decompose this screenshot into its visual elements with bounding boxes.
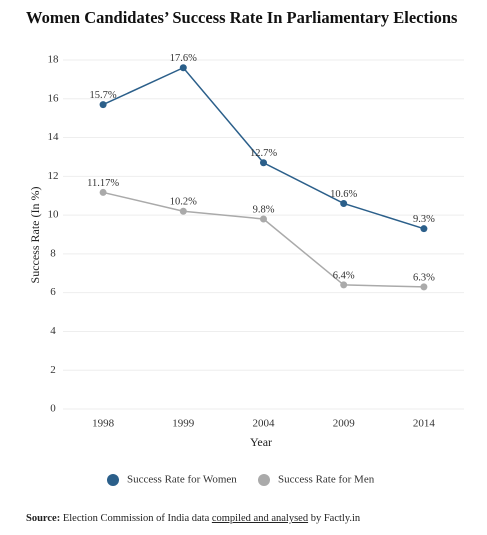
y-tick-label: 8: [50, 247, 56, 259]
data-point: [179, 64, 187, 72]
data-point: [340, 281, 348, 289]
source-link[interactable]: compiled and analysed: [211, 513, 309, 524]
x-tick-label: 1999: [172, 418, 195, 430]
data-point: [340, 199, 348, 207]
data-label: 9.3%: [413, 214, 435, 225]
y-tick-label: 6: [50, 286, 56, 298]
source: Source: Election Commission of India dat…: [26, 513, 360, 524]
data-label: 17.6%: [170, 53, 197, 64]
data-point: [420, 283, 428, 291]
chart-title: Women Candidates’ Success Rate In Parlia…: [26, 8, 458, 27]
source-label: Source:: [26, 513, 61, 524]
data-point: [420, 225, 428, 233]
data-point: [179, 207, 187, 215]
data-label: 6.3%: [413, 272, 435, 283]
source-text: Election Commission of India data: [62, 513, 210, 524]
legend-swatch: [107, 474, 119, 486]
data-label: 10.2%: [170, 197, 197, 208]
x-tick-label: 1998: [92, 418, 115, 430]
chart: Women Candidates’ Success Rate In Parlia…: [26, 8, 464, 486]
y-tick-label: 2: [50, 364, 56, 376]
data-point: [260, 159, 267, 167]
data-label: 15.7%: [90, 90, 117, 101]
data-label: 10.6%: [330, 189, 357, 200]
y-tick-label: 12: [48, 170, 59, 182]
y-tick-label: 18: [48, 54, 60, 66]
data-point: [260, 215, 267, 223]
y-tick-label: 16: [48, 92, 60, 104]
x-tick-label: 2004: [253, 418, 276, 430]
x-axis-title: Year: [250, 435, 272, 449]
data-label: 12.7%: [250, 148, 277, 159]
legend-label: Success Rate for Women: [127, 474, 237, 486]
x-tick-label: 2009: [333, 418, 356, 430]
data-point: [99, 188, 107, 196]
data-label: 6.4%: [333, 270, 355, 281]
legend-swatch: [258, 474, 270, 486]
y-axis-title: Success Rate (In %): [28, 187, 42, 284]
source-suffix: by Factly.in: [310, 513, 361, 524]
legend-label: Success Rate for Men: [278, 474, 375, 486]
y-tick-label: 10: [48, 209, 60, 221]
y-tick-label: 14: [48, 131, 60, 143]
data-label: 9.8%: [253, 204, 275, 215]
x-tick-label: 2014: [413, 418, 436, 430]
y-tick-label: 4: [50, 325, 56, 337]
y-tick-label: 0: [50, 403, 56, 415]
data-point: [99, 101, 107, 109]
data-label: 11.17%: [87, 178, 119, 189]
